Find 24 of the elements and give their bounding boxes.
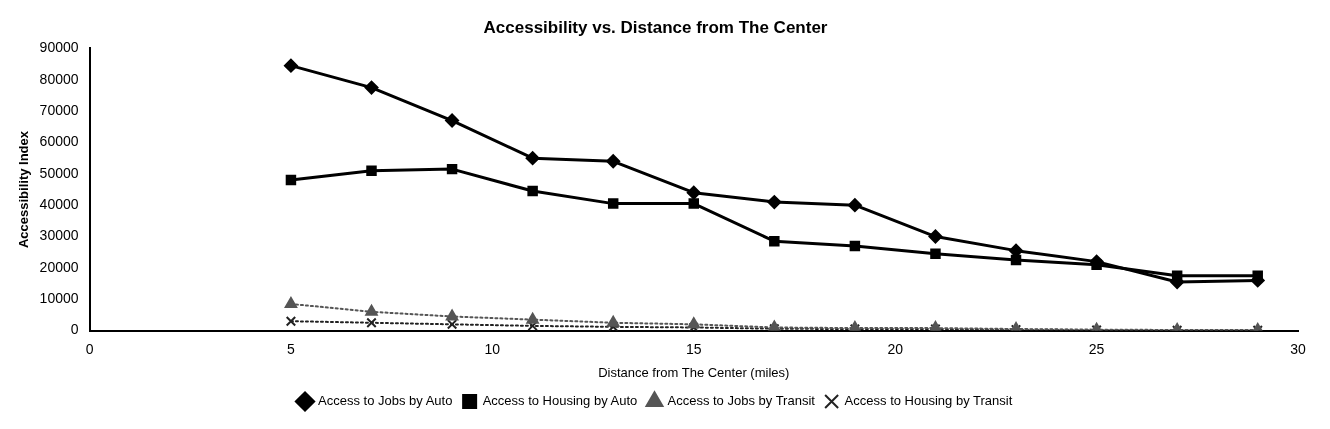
x-tick-label: 20 (887, 340, 904, 357)
legend-label: Access to Housing by Auto (482, 393, 638, 409)
x-tick-label: 25 (1088, 340, 1105, 357)
y-tick-label: 80000 (39, 70, 79, 87)
y-axis-title: Accessibility Index (16, 130, 32, 249)
x-tick-label: 5 (287, 340, 296, 357)
y-tick-label: 0 (70, 321, 79, 338)
y-tick-label: 10000 (39, 290, 79, 307)
legend-label: Access to Housing by Transit (844, 393, 1013, 409)
chart-title: Accessibility vs. Distance from The Center (483, 17, 828, 37)
y-tick-label: 50000 (39, 164, 79, 181)
y-tick-label: 30000 (39, 227, 79, 244)
x-tick-label: 30 (1290, 340, 1306, 357)
x-tick-label: 10 (484, 340, 501, 357)
x-axis-title: Distance from The Center (miles) (598, 364, 790, 380)
x-tick-label: 0 (85, 340, 94, 357)
y-tick-label: 60000 (39, 133, 79, 150)
y-tick-label: 20000 (39, 258, 79, 275)
y-tick-label: 70000 (39, 101, 79, 118)
y-tick-label: 90000 (39, 39, 79, 56)
legend-label: Access to Jobs by Transit (667, 393, 816, 409)
y-tick-label: 40000 (39, 196, 79, 213)
legend-label: Access to Jobs by Auto (318, 393, 453, 409)
x-tick-label: 15 (685, 340, 702, 357)
